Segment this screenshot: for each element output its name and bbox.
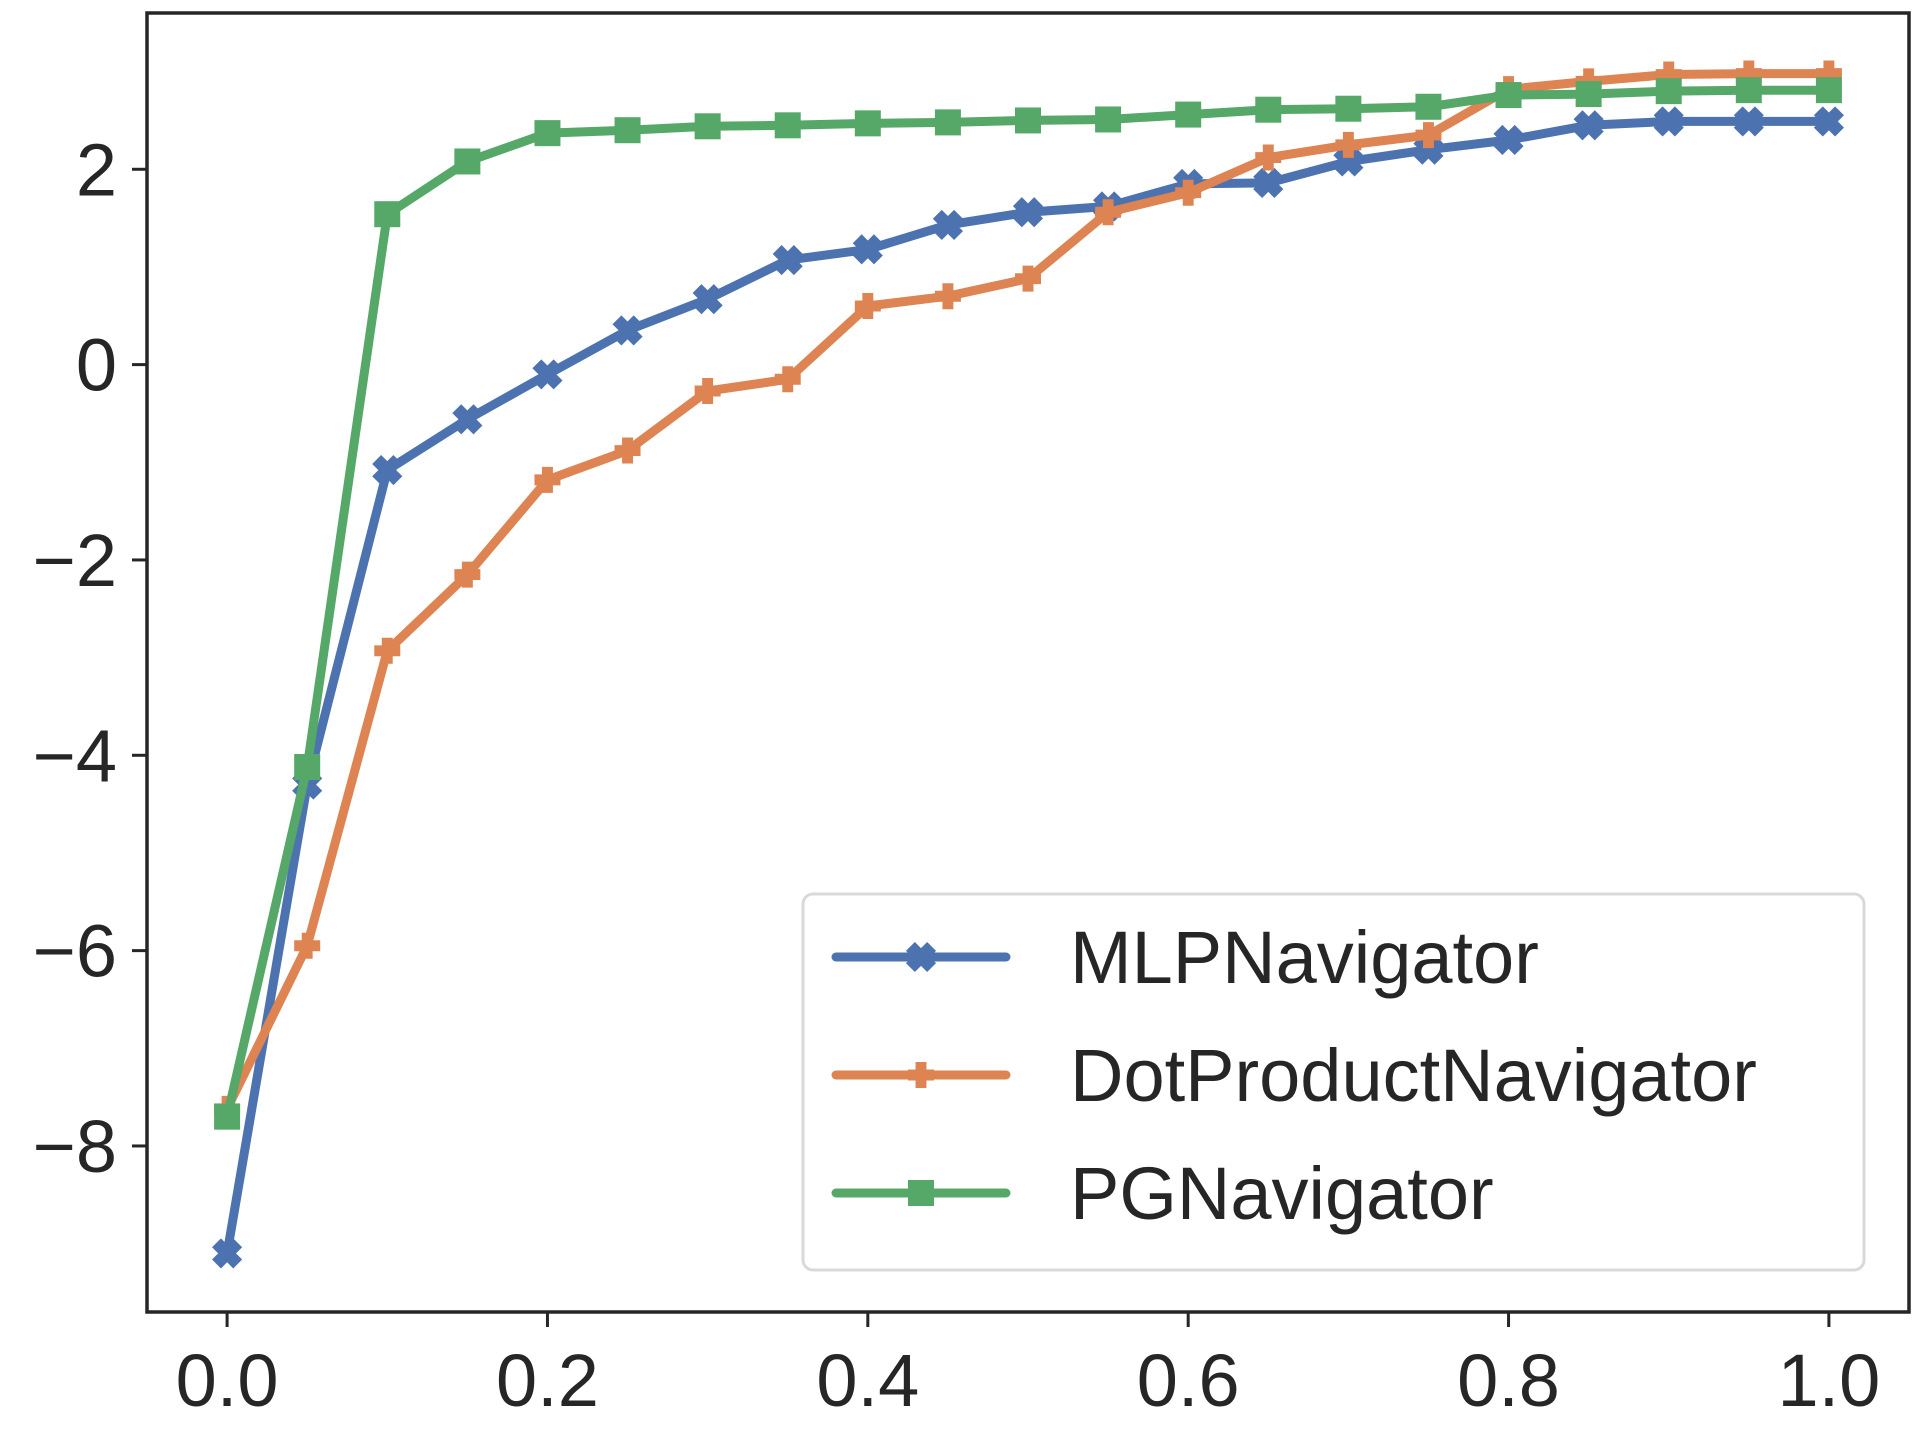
y-tick-label: −6 <box>33 910 117 993</box>
y-tick-label: −4 <box>33 714 117 797</box>
plot-frame <box>145 11 1911 1314</box>
y-axis: −8 −6 −4 −2 0 2 <box>33 128 147 1188</box>
data-point <box>374 637 401 664</box>
data-point <box>774 112 801 139</box>
data-point <box>532 359 563 390</box>
data-point <box>1733 106 1764 137</box>
data-point <box>908 1062 934 1088</box>
data-point <box>294 754 321 781</box>
data-point <box>1333 146 1364 177</box>
x-tick-label: 0.8 <box>1457 1339 1560 1422</box>
data-point <box>452 404 483 435</box>
plot-area <box>212 60 1844 1269</box>
data-point <box>1735 60 1762 87</box>
data-point <box>1413 134 1444 165</box>
data-point <box>454 148 481 175</box>
data-point <box>1655 61 1682 88</box>
data-point <box>1415 122 1442 149</box>
series-MLPNavigator <box>212 106 1844 1269</box>
data-point <box>774 366 801 393</box>
data-point <box>1655 78 1682 105</box>
data-point <box>1575 81 1602 108</box>
data-point <box>932 209 963 241</box>
data-point <box>908 1180 934 1206</box>
data-point <box>214 1103 241 1130</box>
data-point <box>1815 60 1842 87</box>
x-tick-label: 0.4 <box>816 1339 919 1422</box>
data-point <box>614 437 641 464</box>
data-point <box>1493 124 1524 156</box>
data-point <box>534 120 561 147</box>
legend: MLPNavigator DotProductNavigator PGNavigat… <box>801 892 1866 1272</box>
data-point <box>1015 107 1041 134</box>
data-point <box>934 109 961 136</box>
series-PGNavigator <box>214 77 1842 1130</box>
series-DotProductNavigator <box>214 60 1842 1122</box>
data-point <box>374 201 401 228</box>
x-tick-label: 1.0 <box>1777 1339 1880 1422</box>
data-point <box>1735 77 1762 104</box>
data-point <box>1335 131 1362 158</box>
data-point <box>1335 95 1362 122</box>
data-point <box>614 117 641 144</box>
data-point <box>692 284 723 315</box>
data-point <box>1095 199 1122 226</box>
legend-label: MLPNavigator <box>1070 916 1539 999</box>
data-point <box>1015 265 1041 292</box>
data-point <box>694 377 721 404</box>
y-tick-label: 2 <box>76 128 117 211</box>
data-point <box>1813 106 1844 137</box>
x-tick-label: 0.6 <box>1137 1339 1240 1422</box>
data-point <box>1653 106 1684 137</box>
data-point <box>905 941 937 973</box>
data-point <box>1573 110 1604 141</box>
data-point <box>852 234 883 265</box>
legend-label: PGNavigator <box>1070 1152 1494 1235</box>
y-tick-label: −2 <box>33 519 117 602</box>
data-point <box>454 561 481 588</box>
data-point <box>1815 77 1842 104</box>
data-point <box>212 1238 243 1269</box>
data-point <box>934 283 961 310</box>
data-point <box>854 293 881 320</box>
data-point <box>1012 197 1044 228</box>
data-point <box>1175 179 1202 206</box>
data-point <box>1495 82 1522 109</box>
data-point <box>854 110 881 137</box>
legend-label: DotProductNavigator <box>1070 1034 1757 1117</box>
data-point <box>612 315 643 346</box>
data-point <box>534 466 561 493</box>
data-point <box>372 455 403 486</box>
x-tick-label: 0.0 <box>176 1339 279 1422</box>
y-tick-label: 0 <box>76 324 117 407</box>
x-axis: 0.0 0.2 0.4 0.6 0.8 1.0 <box>176 1312 1880 1422</box>
data-point <box>1253 167 1284 199</box>
data-point <box>1175 101 1202 128</box>
data-point <box>772 245 803 276</box>
data-point <box>1415 93 1442 120</box>
x-tick-label: 0.2 <box>496 1339 599 1422</box>
y-tick-label: −8 <box>33 1105 117 1188</box>
data-point <box>1255 96 1282 123</box>
data-point <box>294 932 321 959</box>
data-point <box>1095 106 1122 133</box>
data-point <box>694 113 721 140</box>
data-point <box>1255 144 1282 171</box>
legend-box <box>801 892 1866 1272</box>
